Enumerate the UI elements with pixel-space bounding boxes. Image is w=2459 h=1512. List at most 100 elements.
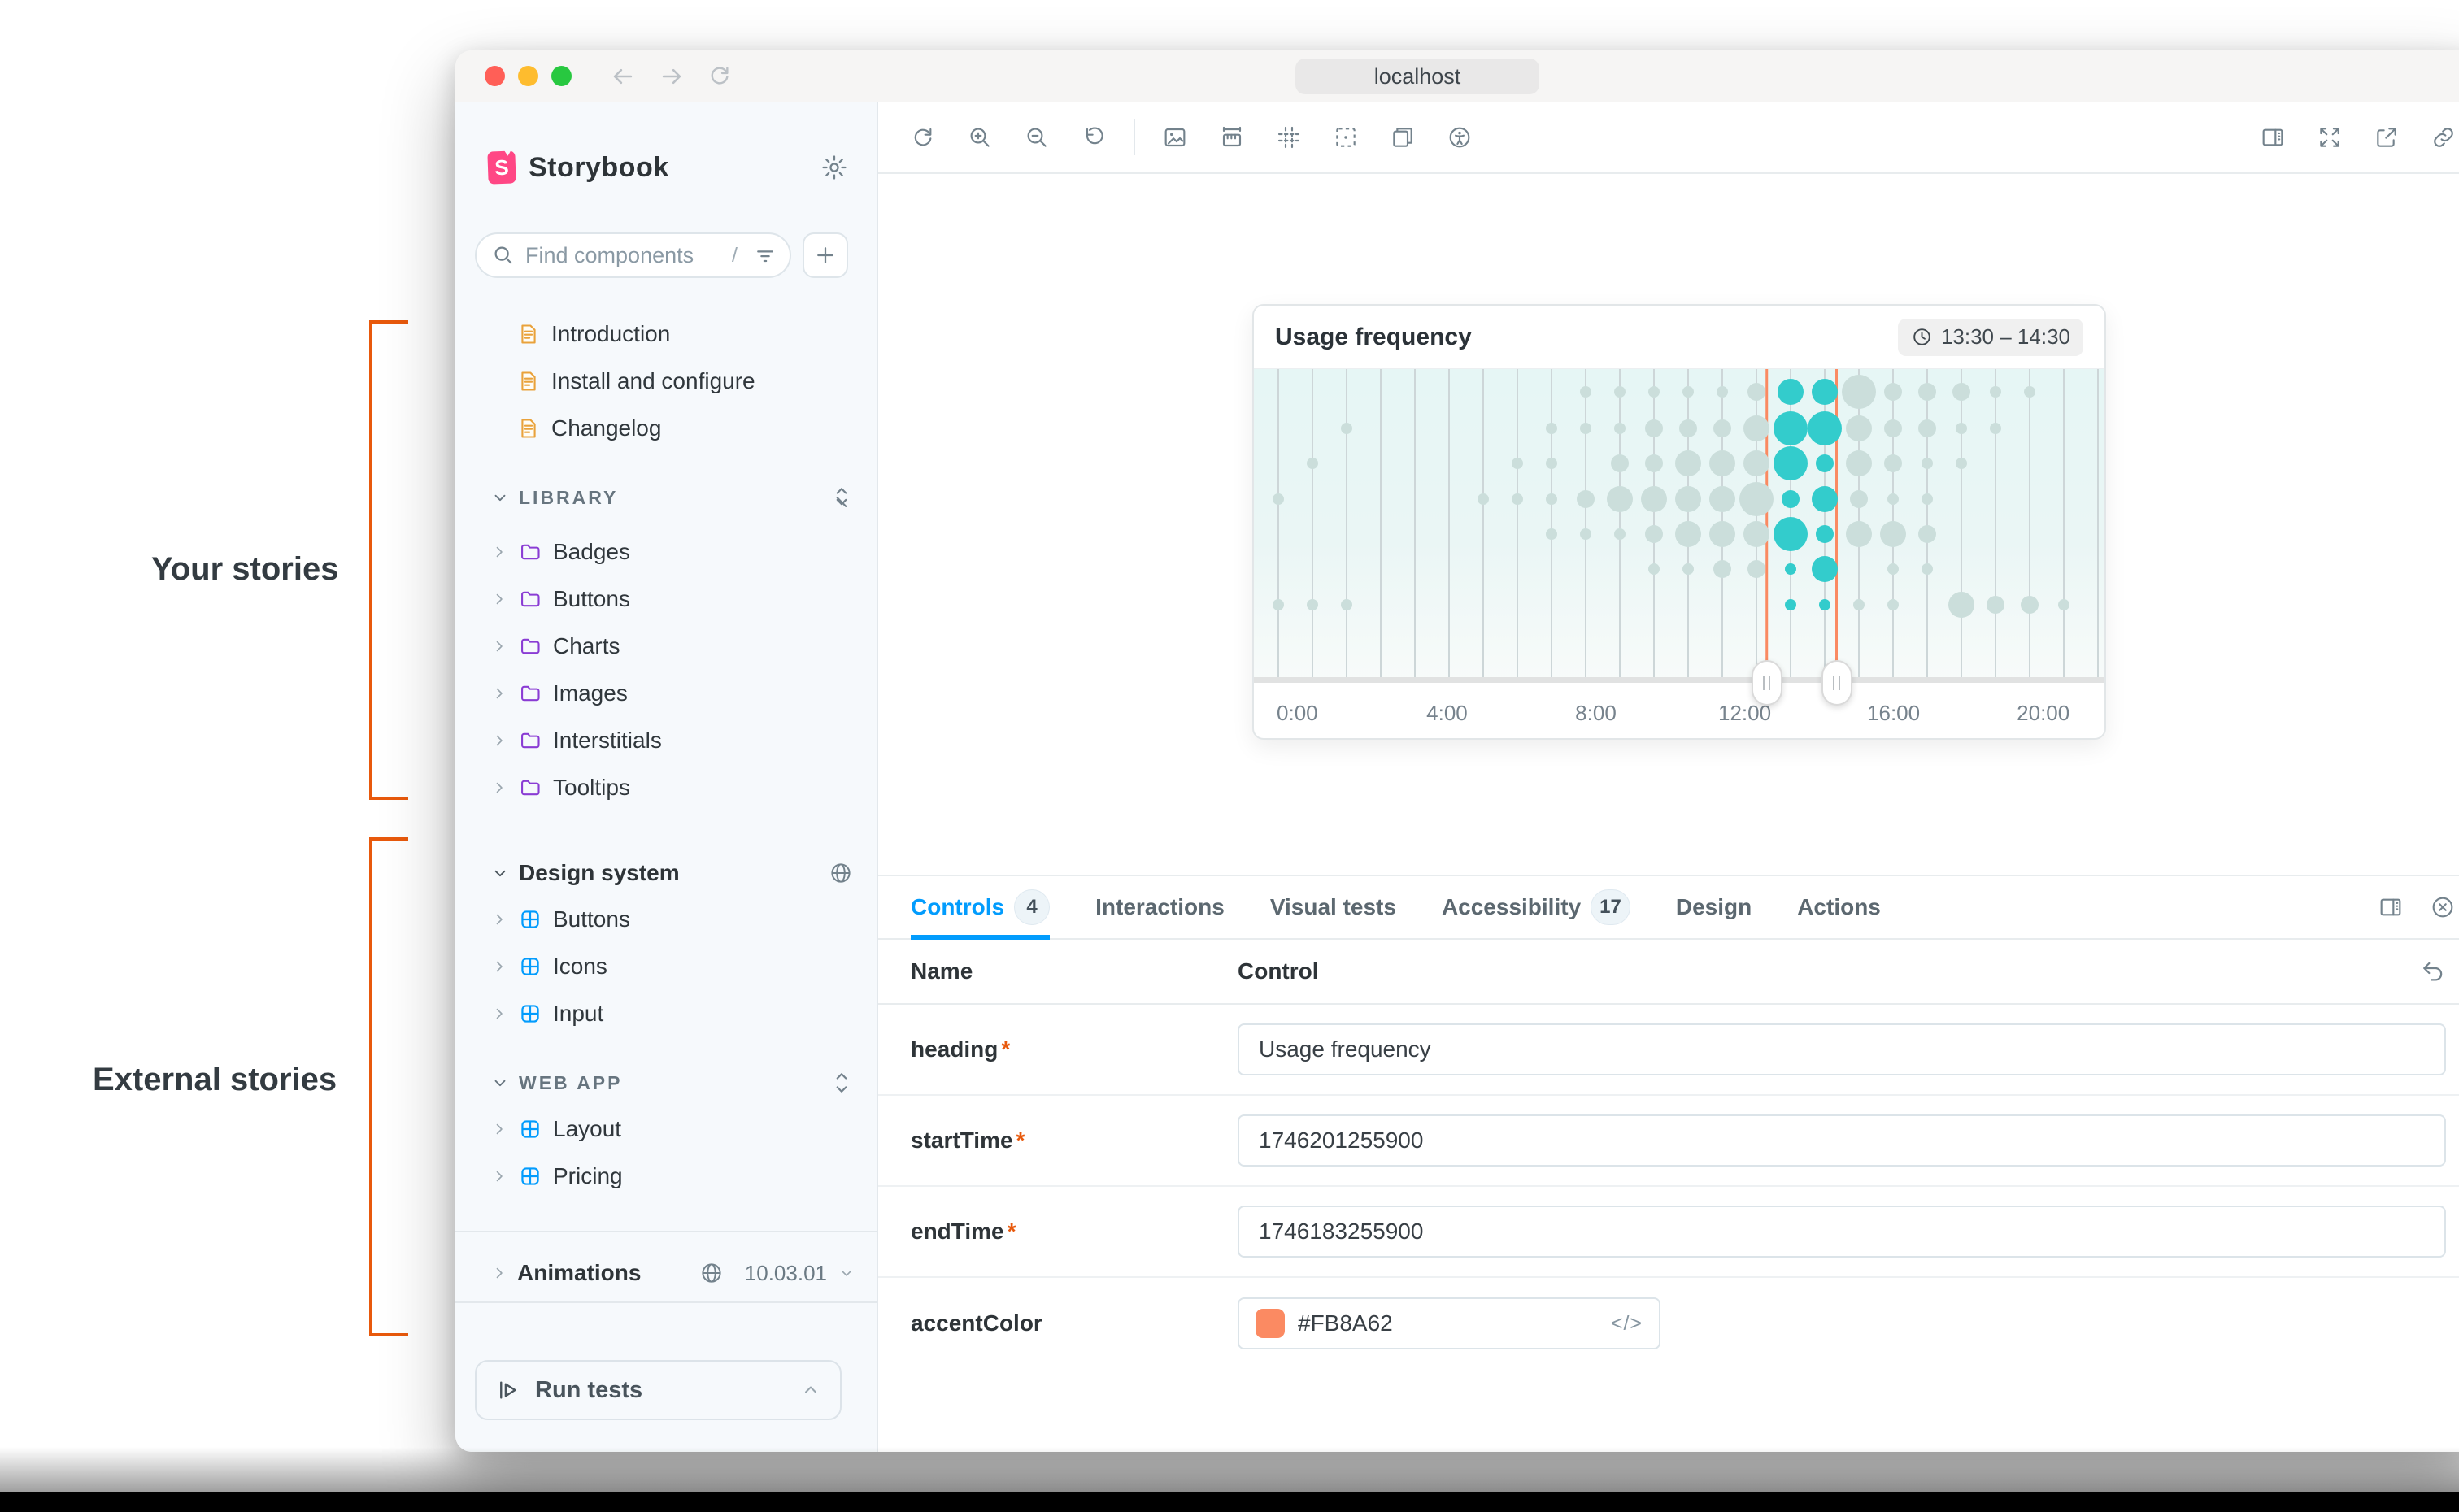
sidebar-item-introduction[interactable]: Introduction (455, 311, 877, 358)
axis-tick-label: 4:00 (1426, 701, 1468, 725)
sidebar-component-ds-input[interactable]: Input (455, 990, 877, 1037)
chevron-down-icon[interactable] (838, 1265, 855, 1281)
chevron-up-icon[interactable] (801, 1380, 820, 1400)
sidebar-component-layout[interactable]: Layout (455, 1106, 877, 1153)
required-marker: * (1001, 1036, 1011, 1062)
fullscreen-icon[interactable] (2301, 109, 2358, 166)
zoom-out-icon[interactable] (1008, 109, 1065, 166)
globe-icon[interactable] (829, 861, 853, 885)
tab-interactions[interactable]: Interactions (1095, 876, 1225, 938)
tab-visual-tests[interactable]: Visual tests (1270, 876, 1396, 938)
open-external-icon[interactable] (2358, 109, 2415, 166)
sidebar-folder-tooltips[interactable]: Tooltips (455, 764, 877, 811)
minimize-window-button[interactable] (518, 66, 538, 86)
zoom-reset-icon[interactable] (1065, 109, 1122, 166)
sidebar-item-label: Badges (553, 539, 630, 564)
panel-toggle-icon[interactable] (2244, 109, 2301, 166)
sidebar-component-ds-buttons[interactable]: Buttons (455, 896, 877, 943)
settings-gear-icon[interactable] (820, 154, 848, 181)
chart-title: Usage frequency (1275, 323, 1472, 350)
heading-input[interactable] (1238, 1023, 2446, 1075)
reload-icon[interactable] (707, 63, 733, 90)
background-icon[interactable] (1147, 109, 1203, 166)
measure-icon[interactable] (1203, 109, 1260, 166)
panel-position-icon[interactable] (2368, 879, 2413, 936)
folder-icon (521, 638, 540, 654)
bracket-external-stories (369, 837, 408, 1336)
grid-icon[interactable] (1260, 109, 1317, 166)
tab-design[interactable]: Design (1676, 876, 1752, 938)
sidebar-component-pricing[interactable]: Pricing (455, 1153, 877, 1200)
tab-controls[interactable]: Controls 4 (911, 876, 1051, 940)
run-tests-button[interactable]: Run tests (475, 1360, 842, 1420)
document-icon (521, 324, 536, 344)
close-panel-icon[interactable] (2420, 879, 2459, 936)
range-slider-track[interactable] (1254, 677, 2104, 683)
accessibility-icon[interactable] (1431, 109, 1488, 166)
section-design-system[interactable]: Design system (455, 850, 877, 896)
control-row-endtime: endTime * (878, 1187, 2459, 1278)
story-canvas: Usage frequency 13:30 – 14:30 0:00 4:00 8:… (878, 174, 2459, 875)
sidebar-divider (455, 1231, 877, 1232)
zoom-in-icon[interactable] (951, 109, 1008, 166)
color-swatch[interactable] (1256, 1309, 1285, 1338)
sidebar-item-label: Buttons (553, 906, 630, 932)
window-controls (485, 66, 572, 86)
chevron-right-icon (491, 1265, 507, 1281)
clock-icon (1913, 328, 1930, 345)
document-icon (521, 371, 536, 391)
viewport-icon[interactable] (1374, 109, 1431, 166)
chevron-right-icon (491, 591, 507, 607)
expand-collapse-all-icon[interactable] (830, 486, 853, 509)
bracket-your-stories (369, 320, 408, 800)
time-range-text: 13:30 – 14:30 (1940, 324, 2070, 349)
canvas-toolbar (878, 102, 2459, 174)
addon-panel: Controls 4 Interactions Visual tests Acc… (878, 875, 2459, 1452)
sidebar-component-ds-icons[interactable]: Icons (455, 943, 877, 990)
toolbar-divider (1134, 119, 1135, 155)
section-web-app[interactable]: WEB APP (455, 1060, 877, 1106)
back-icon[interactable] (609, 63, 637, 90)
range-slider-handle-end[interactable] (1821, 660, 1852, 706)
time-range-badge: 13:30 – 14:30 (1897, 318, 2083, 356)
sidebar-item-install-and-configure[interactable]: Install and configure (455, 358, 877, 405)
filter-icon[interactable] (754, 244, 777, 267)
remount-icon[interactable] (894, 109, 951, 166)
sidebar-folder-buttons[interactable]: Buttons (455, 576, 877, 623)
tab-accessibility[interactable]: Accessibility 17 (1442, 876, 1630, 938)
accentcolor-input[interactable]: #FB8A62 </> (1238, 1297, 1660, 1349)
bubble-plot (1254, 369, 2104, 706)
endtime-input[interactable] (1238, 1206, 2446, 1258)
tab-label: Interactions (1095, 894, 1225, 919)
sidebar-folder-charts[interactable]: Charts (455, 623, 877, 670)
component-icon (521, 958, 539, 975)
chevron-down-icon (491, 1074, 509, 1092)
tab-actions[interactable]: Actions (1797, 876, 1881, 938)
sidebar-item-label: Pricing (553, 1163, 623, 1188)
search-placeholder: Find components (525, 242, 694, 267)
sidebar-item-label: Changelog (551, 415, 662, 441)
maximize-window-button[interactable] (551, 66, 572, 86)
sidebar-item-changelog[interactable]: Changelog (455, 405, 877, 452)
outline-icon[interactable] (1317, 109, 1374, 166)
control-row-accentcolor: accentColor #FB8A62 </> (878, 1278, 2459, 1369)
section-library[interactable]: LIBRARY (455, 475, 877, 520)
sidebar-ref-animations[interactable]: Animations 10.03.01 (455, 1245, 877, 1301)
sidebar-folder-badges[interactable]: Badges (455, 528, 877, 576)
create-story-button[interactable] (803, 232, 848, 278)
reset-controls-icon[interactable] (2420, 958, 2446, 984)
close-window-button[interactable] (485, 66, 505, 86)
starttime-input[interactable] (1238, 1114, 2446, 1167)
version-selector[interactable]: 10.03.01 (744, 1260, 827, 1285)
control-name: endTime * (911, 1219, 1016, 1244)
expand-collapse-all-icon[interactable] (830, 1071, 853, 1094)
address-bar[interactable]: localhost (1295, 59, 1539, 94)
sidebar-folder-interstitials[interactable]: Interstitials (455, 717, 877, 764)
range-slider-handle-start[interactable] (1751, 660, 1782, 706)
search-input[interactable]: Find components / (475, 232, 791, 278)
copy-link-icon[interactable] (2415, 109, 2459, 166)
folder-icon (521, 732, 540, 749)
raw-value-toggle-icon[interactable]: </> (1610, 1311, 1643, 1335)
sidebar-folder-images[interactable]: Images (455, 670, 877, 717)
forward-icon[interactable] (658, 63, 685, 90)
